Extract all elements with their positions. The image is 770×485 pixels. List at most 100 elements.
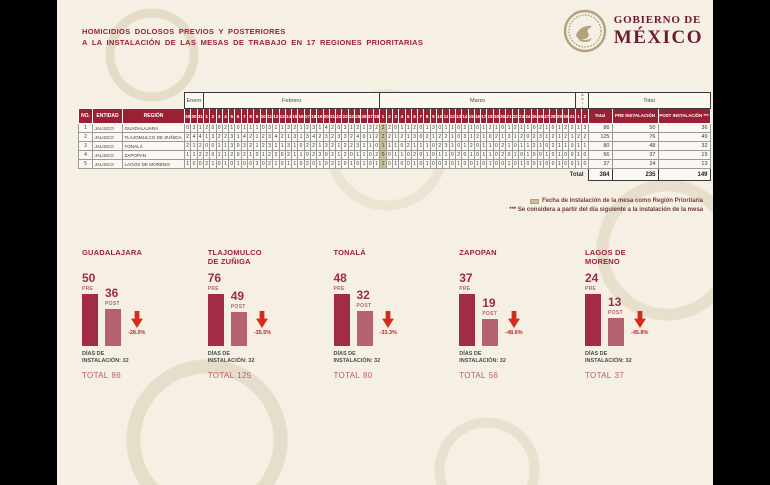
installation-days-line-1: DÍAS DE (333, 351, 356, 357)
installation-days: DÍAS DE INSTALACIÓN: 32 (334, 351, 444, 365)
column-header-no: NO. (78, 108, 93, 124)
day-cell: 0 (341, 159, 349, 169)
day-cell: 0 (581, 159, 589, 169)
homicides-data-table: Enero Febrero Marzo Abril Total NO. ENTIDAD REG… (78, 92, 711, 181)
day-cell: 0 (322, 159, 330, 169)
page-title: HOMICIDIOS DOLOSOS PREVIOS Y POSTERIORES… (82, 26, 423, 48)
decrease-indicator: -28.0% (128, 311, 145, 346)
installation-days-line-1: DÍAS DE (585, 351, 608, 357)
row-entidad: JALISCO (92, 132, 123, 142)
region-chart-group: LAGOS DE MORENO 24 PRE 13 POST -45.8% DÍ… (585, 248, 695, 380)
pre-label: PRE (82, 286, 94, 292)
post-bar-stack: 19 POST (482, 296, 499, 346)
region-total: TOTAL 56 (459, 371, 569, 380)
legend-line-1: Fecha de instalación de la mesa como Reg… (541, 198, 703, 204)
region-chart-group: ZAPOPAN 37 PRE 19 POST -48.6% DÍAS DE IN… (459, 248, 569, 380)
installation-days-line-2: INSTALACIÓN: 32 (207, 358, 255, 364)
region-chart-group: TLAJOMULCO DE ZUÑIGA 76 PRE 49 POST -35.… (207, 248, 318, 380)
row-post: 32 (657, 141, 711, 151)
installation-days-line-2: INSTALACIÓN: 32 (333, 358, 381, 364)
post-value: 19 (482, 296, 496, 310)
report-slide: HOMICIDIOS DOLOSOS PREVIOS Y POSTERIORES… (57, 0, 713, 485)
region-charts-row: GUADALAJARA 50 PRE 36 POST -28.0% DÍAS D… (82, 248, 695, 380)
day-cell: 2 (442, 159, 450, 169)
total-word: TOTAL (585, 371, 612, 380)
pre-bar-stack: 50 PRE (82, 272, 98, 346)
pre-bar-stack: 24 PRE (585, 272, 601, 346)
total-group-label: Total (587, 92, 711, 109)
letterbox-left (0, 0, 57, 485)
day-cell: 0 (448, 159, 456, 169)
post-bar-stack: 36 POST (105, 287, 121, 346)
pre-post-bars: 76 PRE 49 POST -35.5% (207, 270, 318, 346)
percent-change: -48.6% (505, 330, 523, 336)
day-cell: 0 (404, 159, 412, 169)
row-pre: 76 (611, 132, 659, 142)
day-cell: 0 (385, 159, 394, 169)
total-word: TOTAL (82, 371, 109, 380)
day-cell: 0 (398, 159, 406, 169)
month-label: Marzo (379, 92, 576, 109)
post-label: POST (356, 303, 372, 309)
day-cell: 0 (429, 159, 438, 169)
installation-days-line-1: DÍAS DE (207, 351, 231, 357)
totals-post: 149 (657, 168, 711, 181)
percent-change: -45.8% (631, 330, 649, 336)
row-entidad: JALISCO (92, 123, 123, 133)
pre-value: 37 (459, 271, 473, 285)
installation-date-swatch-icon (529, 198, 539, 204)
day-cell: 1 (335, 159, 343, 169)
day-cell: 0 (417, 159, 425, 169)
post-bar (608, 318, 624, 346)
day-cell: 0 (461, 159, 469, 169)
pre-bar-stack: 37 PRE (459, 271, 476, 346)
pre-value: 48 (333, 271, 347, 285)
day-cell: 2 (303, 159, 312, 169)
day-cell: 1 (347, 159, 356, 169)
decrease-indicator: -48.6% (505, 311, 523, 346)
day-cell: 2 (568, 123, 576, 133)
table-legend: Fecha de instalación de la mesa como Reg… (509, 198, 703, 213)
day-cell: 0 (259, 159, 267, 169)
day-cell: 1 (391, 159, 400, 169)
region-total: TOTAL 80 (334, 371, 444, 380)
day-cell: 1 (473, 159, 482, 169)
pre-bar (333, 294, 350, 346)
pre-value: 24 (585, 271, 599, 285)
row-post: 36 (657, 123, 711, 133)
day-cell: 0 (297, 159, 305, 169)
gobierno-de-mexico-logo: GOBIERNO DE MÉXICO (563, 9, 703, 53)
day-cell: 1 (284, 159, 293, 169)
row-entidad: JALISCO (92, 150, 123, 160)
row-pre: 48 (611, 141, 659, 151)
installation-days-line-1: DÍAS DE (82, 351, 105, 357)
day-cell: 1 (454, 159, 463, 169)
pre-post-bars: 37 PRE 19 POST -48.6% (459, 270, 569, 346)
post-bar (356, 311, 373, 346)
pre-post-bars: 50 PRE 36 POST -28.0% (82, 270, 192, 346)
row-region: ZAPOPAN (121, 150, 186, 160)
row-region: GUADALAJARA (121, 123, 186, 133)
day-cell: 1 (505, 159, 513, 169)
pre-label: PRE (333, 286, 345, 292)
table-totals-row: Total 384 235 149 (79, 168, 711, 181)
table-month-row: Enero Febrero Marzo Abril Total (79, 92, 711, 109)
row-post: 49 (657, 132, 711, 142)
post-value: 36 (105, 286, 119, 300)
pre-label: PRE (207, 286, 219, 292)
row-entidad: JALISCO (92, 141, 123, 151)
row-number: 3 (78, 141, 93, 151)
day-cell: 1 (486, 159, 494, 169)
installation-days-line-2: INSTALACIÓN: 32 (459, 358, 506, 364)
total-word: TOTAL (459, 371, 486, 380)
region-chart-group: GUADALAJARA 50 PRE 36 POST -28.0% DÍAS D… (82, 248, 192, 380)
region-chart-group: TONALÁ 48 PRE 32 POST -33.3% DÍAS DE INS… (333, 248, 444, 380)
day-cell: 0 (467, 159, 475, 169)
region-name: TONALÁ (333, 248, 366, 257)
column-header-region: REGIÓN (121, 108, 186, 124)
day-cell: 1 (372, 159, 381, 169)
row-total: 37 (587, 159, 613, 169)
down-arrow-icon (633, 311, 646, 328)
day-cell: 1 (423, 159, 431, 169)
day-cell: 0 (492, 159, 501, 169)
